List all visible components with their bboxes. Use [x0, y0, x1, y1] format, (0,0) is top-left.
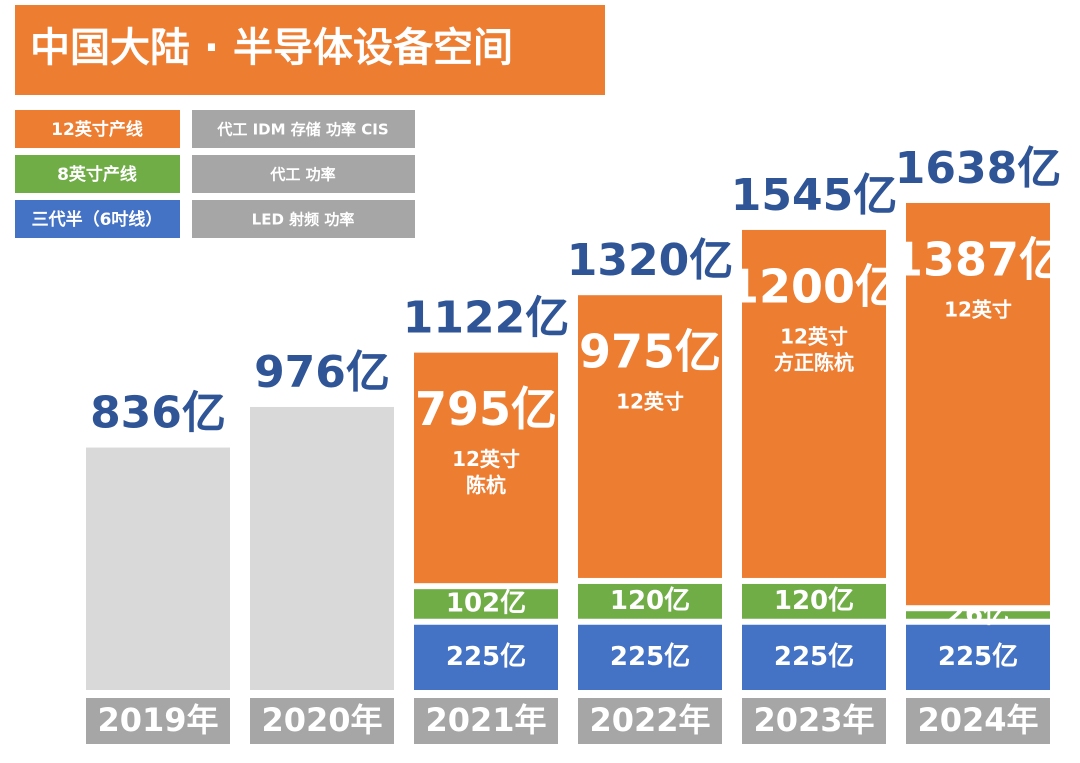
year-box — [742, 698, 886, 744]
x-tick-label: 2019年 — [97, 701, 218, 739]
x-tick-label: 2021年 — [425, 701, 546, 739]
year-box — [250, 698, 394, 744]
total-label: 1545亿 — [731, 170, 897, 221]
x-tick-label: 2022年 — [589, 701, 710, 739]
bar-segment — [906, 624, 1050, 690]
segment-note: 12英寸 — [616, 390, 684, 414]
segment-note: 12英寸 — [780, 324, 848, 348]
bar-segment — [906, 202, 1050, 606]
year-box — [578, 698, 722, 744]
segment-label: 120亿 — [610, 586, 690, 616]
bar-segment — [742, 583, 886, 619]
legend-label: 三代半（6吋线） — [32, 209, 163, 230]
year-box — [414, 698, 558, 744]
bar-segment — [742, 624, 886, 690]
bar-segment — [414, 624, 558, 690]
year-box — [906, 698, 1050, 744]
total-label: 1320亿 — [567, 235, 733, 286]
x-tick-label: 2023年 — [753, 701, 874, 739]
legend-note-box — [192, 200, 415, 238]
legend-label: 12英寸产线 — [51, 119, 143, 140]
segment-label: 795亿 — [415, 382, 557, 436]
x-tick-label: 2024年 — [917, 701, 1038, 739]
legend-note: LED 射频 功率 — [252, 211, 355, 229]
segment-label: 102亿 — [446, 588, 526, 618]
segment-label: 225亿 — [446, 642, 526, 672]
total-bar — [250, 406, 394, 690]
legend-label: 8英寸产线 — [57, 164, 137, 185]
segment-label: 225亿 — [774, 642, 854, 672]
legend-note: 代工 IDM 存储 功率 CIS — [216, 121, 388, 139]
segment-note: 12英寸 — [452, 447, 520, 471]
segment-label: 975亿 — [579, 325, 721, 379]
legend-swatch — [15, 155, 180, 193]
segment-note: 陈杭 — [466, 473, 506, 497]
segment-label: 225亿 — [938, 642, 1018, 672]
legend-swatch — [15, 110, 180, 148]
total-bar — [86, 447, 230, 690]
legend-note-box — [192, 110, 415, 148]
segment-label: 120亿 — [774, 586, 854, 616]
legend-note-box — [192, 155, 415, 193]
bar-segment — [578, 583, 722, 619]
total-label: 1122亿 — [403, 293, 569, 344]
segment-note: 方正陈杭 — [774, 350, 854, 374]
chart-title: 中国大陆 · 半导体设备空间 — [30, 25, 513, 71]
bar-segment — [906, 611, 1050, 619]
bar-segment — [578, 295, 722, 578]
bar-segment — [414, 589, 558, 619]
legend-note: 代工 功率 — [269, 166, 335, 184]
segment-label: 1200亿 — [727, 259, 901, 313]
segment-note: 12英寸 — [944, 297, 1012, 321]
total-label: 976亿 — [254, 347, 390, 398]
title-box — [15, 5, 605, 95]
segment-label: 225亿 — [610, 642, 690, 672]
bar-segment — [414, 352, 558, 584]
legend-swatch — [15, 200, 180, 238]
total-label: 1638亿 — [895, 143, 1061, 194]
bar-segment — [578, 624, 722, 690]
total-label: 836亿 — [90, 388, 226, 439]
x-tick-label: 2020年 — [261, 701, 382, 739]
year-box — [86, 698, 230, 744]
segment-label: 1387亿 — [891, 232, 1065, 286]
bar-segment — [742, 229, 886, 578]
